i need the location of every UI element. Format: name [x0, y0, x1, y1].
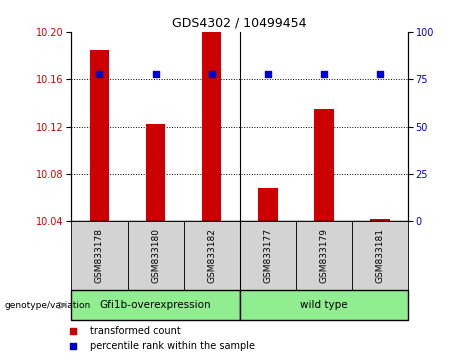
- Text: GSM833178: GSM833178: [95, 228, 104, 283]
- Bar: [258, 188, 278, 221]
- Bar: [296, 221, 352, 290]
- Text: GSM833181: GSM833181: [375, 228, 384, 283]
- Point: [320, 71, 327, 76]
- Text: GSM833182: GSM833182: [207, 228, 216, 283]
- Point: [152, 71, 160, 76]
- Bar: [352, 221, 408, 290]
- Text: percentile rank within the sample: percentile rank within the sample: [90, 341, 255, 350]
- Bar: [240, 221, 296, 290]
- Point: [96, 71, 103, 76]
- Point: [208, 71, 215, 76]
- Text: GSM833177: GSM833177: [263, 228, 272, 283]
- Bar: [146, 124, 165, 221]
- Bar: [240, 290, 408, 320]
- Bar: [71, 221, 128, 290]
- Text: GSM833179: GSM833179: [319, 228, 328, 283]
- Text: GSM833180: GSM833180: [151, 228, 160, 283]
- Bar: [202, 32, 221, 221]
- Text: wild type: wild type: [300, 300, 348, 310]
- Title: GDS4302 / 10499454: GDS4302 / 10499454: [172, 16, 307, 29]
- Bar: [314, 109, 334, 221]
- Bar: [71, 290, 240, 320]
- Bar: [128, 221, 183, 290]
- Text: Gfi1b-overexpression: Gfi1b-overexpression: [100, 300, 212, 310]
- Point: [264, 71, 272, 76]
- Point: [69, 343, 77, 348]
- Bar: [183, 221, 240, 290]
- Text: genotype/variation: genotype/variation: [5, 301, 91, 310]
- Point: [69, 328, 77, 333]
- Text: transformed count: transformed count: [90, 326, 181, 336]
- Point: [376, 71, 384, 76]
- Bar: [370, 219, 390, 221]
- Bar: [90, 50, 109, 221]
